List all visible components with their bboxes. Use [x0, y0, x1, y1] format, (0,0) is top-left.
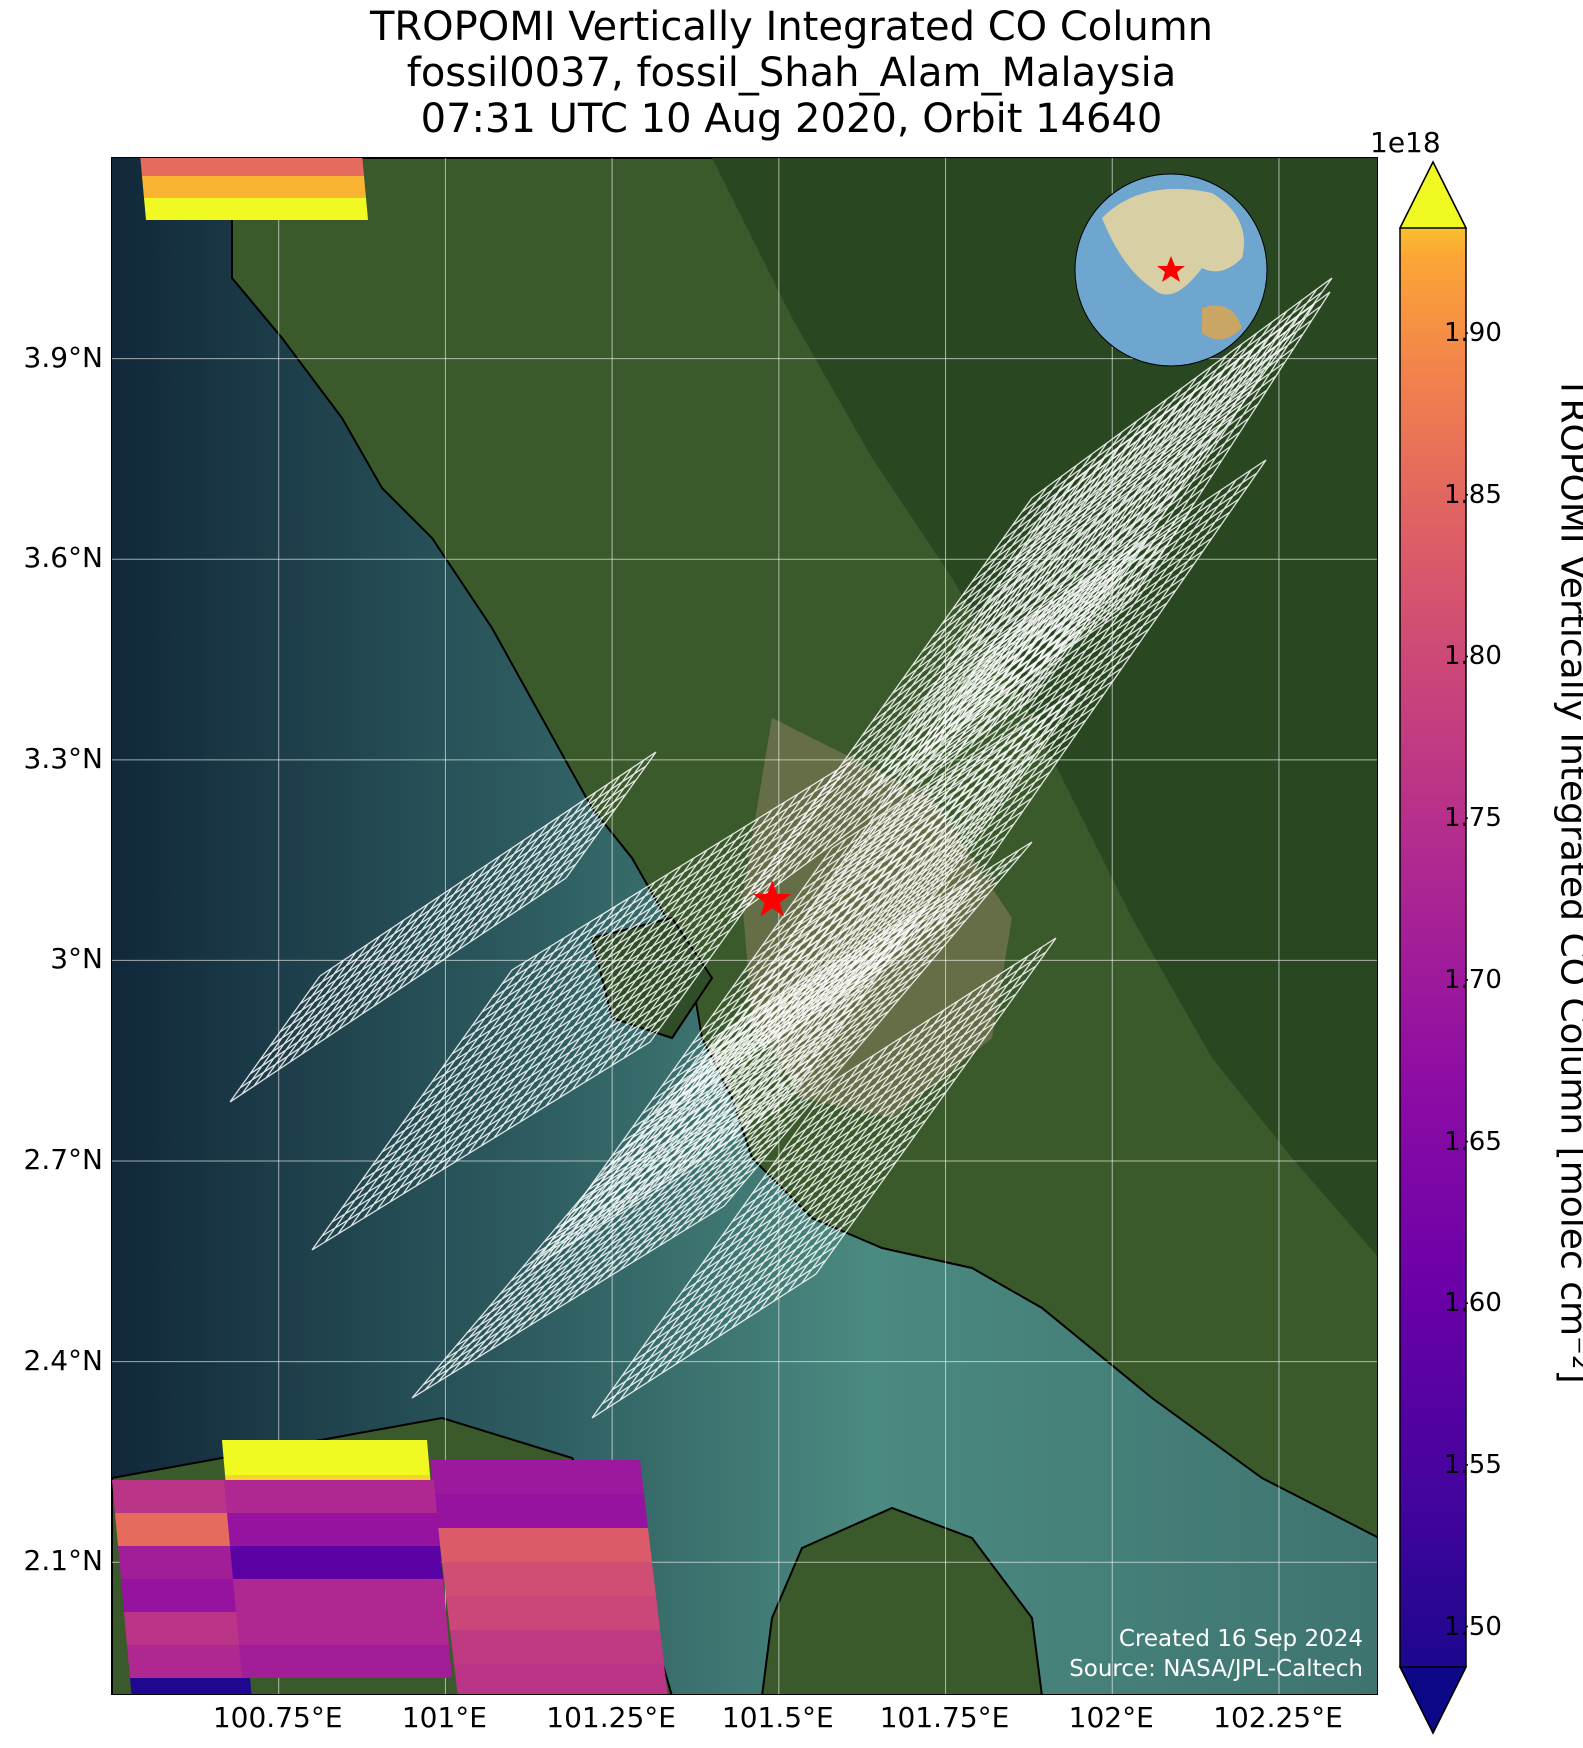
- co-pixel: [454, 1664, 668, 1694]
- colorbar-label: TROPOMI Vertically Integrated CO Column …: [1552, 376, 1583, 1384]
- colorbar-tick-label: 1.80: [1444, 641, 1502, 672]
- co-pixel: [144, 198, 368, 220]
- lat-tick-label: 3.3°N: [23, 741, 103, 775]
- lat-tick-label: 2.7°N: [23, 1143, 103, 1177]
- colorbar-tick-label: 1.85: [1444, 479, 1502, 510]
- lon-tick-label: 102.25°E: [1213, 1701, 1343, 1734]
- colorbar-tick-label: 1.60: [1444, 1288, 1502, 1319]
- lat-tick-label: 3.9°N: [23, 340, 103, 374]
- co-pixel: [115, 1513, 238, 1546]
- footprint-block: [591, 937, 1057, 1419]
- co-pixel: [236, 1612, 449, 1645]
- lat-tick-label: 2.4°N: [23, 1343, 103, 1377]
- footprint-block: [861, 291, 1331, 799]
- lon-tick-label: 101.75°E: [879, 1701, 1010, 1734]
- colorbar-tick-label: 1.50: [1444, 1611, 1502, 1642]
- co-pixel: [224, 1480, 437, 1513]
- map-panel[interactable]: Created 16 Sep 2024 Source: NASA/JPL-Cal…: [111, 157, 1378, 1695]
- co-pixel: [233, 1579, 446, 1612]
- footprint-block: [229, 751, 657, 1103]
- globe-inset: [1074, 173, 1268, 367]
- colorbar-gradient: [1399, 160, 1467, 1735]
- colorbar-tick-label: 1.65: [1444, 1126, 1502, 1157]
- title-line-2: fossil0037, fossil_Shah_Alam_Malaysia: [406, 50, 1177, 96]
- lon-tick-label: 102°E: [1068, 1701, 1154, 1734]
- lon-tick-label: 101.25°E: [546, 1701, 676, 1734]
- co-pixel: [121, 1579, 244, 1612]
- colorbar-exponent: 1e18: [1370, 126, 1441, 159]
- co-pixel: [127, 1645, 250, 1678]
- tropomi-colored-pixels: [112, 158, 668, 1694]
- lat-tick-label: 3°N: [50, 942, 103, 976]
- colorbar-tick-label: 1.90: [1444, 318, 1502, 349]
- co-pixel: [222, 1440, 430, 1475]
- title-line-1: TROPOMI Vertically Integrated CO Column: [369, 4, 1214, 50]
- colorbar-tick-label: 1.75: [1444, 803, 1502, 834]
- site-star-marker[interactable]: [753, 880, 792, 917]
- source-credit: Source: NASA/JPL-Caltech: [1069, 1656, 1363, 1682]
- co-pixel: [430, 1460, 644, 1494]
- lat-tick-label: 2.1°N: [23, 1544, 103, 1578]
- lat-tick-label: 3.6°N: [23, 541, 103, 575]
- created-credit: Created 16 Sep 2024: [1118, 1626, 1363, 1652]
- co-pixel: [112, 1480, 235, 1513]
- forest-highlands: [712, 158, 1377, 1256]
- colorbar-min-extension: [1398, 1666, 1468, 1735]
- co-pixel: [438, 1528, 652, 1562]
- tropomi-footprint-grid: [229, 277, 1333, 1419]
- footprint-block: [671, 459, 1267, 1109]
- co-pixel: [130, 1678, 252, 1694]
- co-pixel: [140, 158, 364, 176]
- title-line-3: 07:31 UTC 10 Aug 2020, Orbit 14640: [420, 96, 1163, 142]
- lon-tick-label: 101.5°E: [721, 1701, 834, 1734]
- globe-site-marker: [1157, 256, 1185, 282]
- co-pixel: [450, 1630, 664, 1664]
- colorbar-max-extension: [1398, 160, 1468, 229]
- co-pixel: [227, 1513, 440, 1546]
- map-canvas[interactable]: [112, 158, 1378, 1695]
- co-pixel: [239, 1645, 452, 1678]
- co-pixel: [118, 1546, 241, 1579]
- co-pixel: [434, 1494, 648, 1528]
- lon-tick-label: 101°E: [401, 1701, 487, 1734]
- globe-asia-landmass: [1102, 188, 1244, 295]
- co-pixel: [446, 1596, 660, 1630]
- co-pixel: [442, 1562, 656, 1596]
- graticule: [112, 158, 1377, 1694]
- colorbar-tick-label: 1.55: [1444, 1449, 1502, 1480]
- colorbar-tick-label: 1.70: [1444, 964, 1502, 995]
- colorbar: [1398, 160, 1468, 1735]
- globe-australia-landmass: [1202, 305, 1242, 340]
- lon-tick-label: 100.75°E: [212, 1701, 343, 1734]
- co-pixel: [230, 1546, 443, 1579]
- co-pixel: [124, 1612, 247, 1645]
- island-south: [761, 1506, 1043, 1694]
- co-pixel: [142, 176, 366, 198]
